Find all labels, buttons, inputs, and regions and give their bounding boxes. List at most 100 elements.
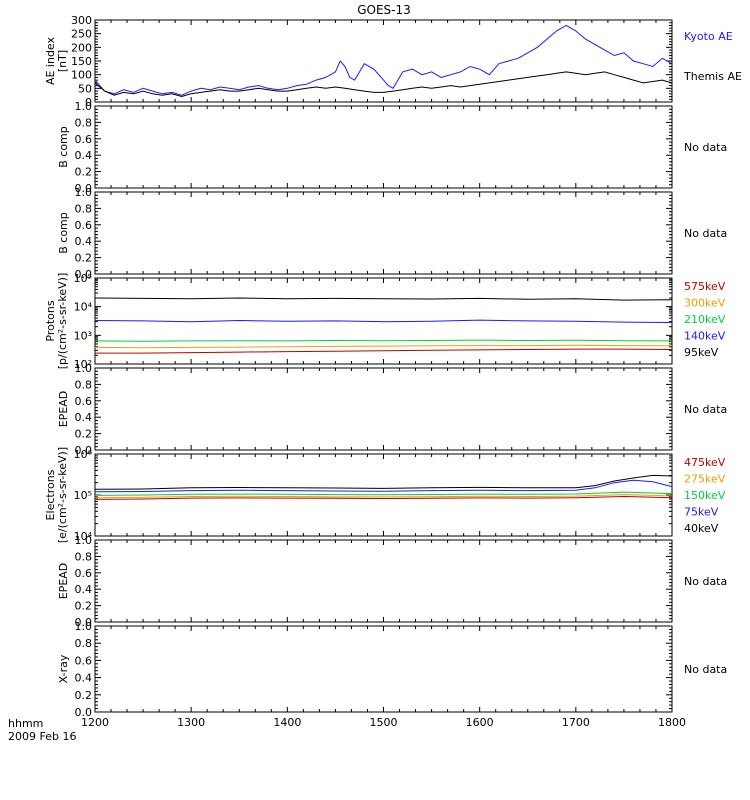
protons-y-tick-label: 10² (74, 358, 92, 371)
ae-side-label: Themis AE (683, 70, 742, 83)
epead2-y-tick-label: 0.2 (75, 600, 93, 613)
ae-y-tick-label: 50 (78, 82, 92, 95)
epead2-side-label: No data (684, 575, 727, 588)
epead2-y-tick-label: 0.4 (75, 583, 93, 596)
ae-y-tick-label: 150 (71, 55, 92, 68)
xray-y-tick-label: 0.0 (75, 706, 93, 719)
electrons-side-label: 475keV (684, 456, 726, 469)
protons-series-140kev (94, 319, 673, 323)
epead2-y-tick-label: 0.8 (75, 550, 93, 563)
electrons-y-axis-label: [e/(cm²-s-sr-keV)] (56, 447, 69, 543)
protons-y-tick-label: 10³ (74, 329, 92, 342)
xray-y-tick-label: 0.6 (75, 654, 93, 667)
electrons-side-label: 75keV (684, 506, 719, 519)
bcomp2-y-axis-label: B comp (57, 212, 70, 254)
ae-y-tick-label: 100 (71, 69, 92, 82)
electrons-y-axis-label: Electrons (44, 469, 57, 520)
protons-y-axis-label: Protons (44, 300, 57, 341)
x-tick-label: 1700 (562, 716, 590, 729)
electrons-side-label: 150keV (684, 489, 726, 502)
bcomp2-side-label: No data (684, 227, 727, 240)
protons-y-tick-label: 10⁵ (74, 272, 92, 285)
protons-series-210kev (94, 339, 673, 342)
xray-y-tick-label: 0.2 (75, 689, 93, 702)
x-tick-label: 1800 (658, 716, 686, 729)
epead1-side-label: No data (684, 403, 727, 416)
xray-side-label: No data (684, 663, 727, 676)
xray-y-tick-label: 0.4 (75, 672, 93, 685)
bcomp1-y-tick-label: 1.0 (75, 100, 93, 113)
bcomp2-y-tick-label: 0.4 (75, 235, 93, 248)
protons-series-300kev (94, 344, 673, 349)
bcomp2-y-tick-label: 0.2 (75, 252, 93, 265)
bcomp1-y-tick-label: 0.4 (75, 149, 93, 162)
ae-y-tick-label: 250 (71, 28, 92, 41)
protons-y-tick-label: 10⁴ (74, 301, 93, 314)
bcomp1-y-tick-label: 0.8 (75, 116, 93, 129)
ae-y-tick-label: 0 (85, 96, 92, 109)
electrons-series-75kev (94, 479, 673, 493)
xray-frame (94, 625, 673, 713)
electrons-side-label: 275keV (684, 473, 726, 486)
ae-y-axis-label: [nT] (56, 50, 69, 72)
epead1-y-tick-label: 1.0 (75, 362, 93, 375)
bcomp1-y-tick-label: 0.2 (75, 166, 93, 179)
electrons-series-150kev (94, 491, 673, 496)
protons-side-label: 210keV (684, 313, 726, 326)
xray-y-tick-label: 0.8 (75, 637, 93, 650)
electrons-series-475kev (94, 495, 673, 500)
protons-side-label: 300keV (684, 297, 726, 310)
bcomp1-y-tick-label: 0.6 (75, 133, 93, 146)
electrons-series-275kev (94, 494, 673, 499)
electrons-side-label: 40keV (684, 522, 719, 535)
electrons-y-tick-label: 10⁶ (74, 448, 93, 461)
x-tick-label: 1600 (466, 716, 494, 729)
bcomp2-y-tick-label: 1.0 (75, 186, 93, 199)
bcomp2-y-tick-label: 0.0 (75, 268, 93, 281)
bcomp1-side-label: No data (684, 141, 727, 154)
x-tick-label: 1500 (370, 716, 398, 729)
protons-side-label: 575keV (684, 280, 726, 293)
electrons-y-tick-label: 10⁴ (74, 530, 93, 543)
bcomp1-frame (94, 105, 673, 189)
xray-y-axis-label: X-ray (57, 654, 70, 683)
electrons-series-40kev (94, 474, 673, 490)
x-tick-label: 1200 (81, 716, 109, 729)
protons-series-575kev (95, 348, 673, 354)
bcomp2-y-tick-label: 0.6 (75, 219, 93, 232)
epead1-y-tick-label: 0.4 (75, 411, 93, 424)
bcomp2-frame (94, 191, 673, 275)
epead2-y-tick-label: 0.0 (75, 616, 93, 629)
electrons-y-tick-label: 10⁵ (74, 489, 92, 502)
ae-y-tick-label: 200 (71, 41, 92, 54)
ae-series-kyoto-ae (94, 24, 673, 96)
x-tick-label: 1400 (273, 716, 301, 729)
x-axis-label: hhmm (8, 717, 43, 730)
plot-title: GOES-13 (357, 3, 411, 17)
protons-side-label: 95keV (684, 346, 719, 359)
ae-y-axis-label: AE index (44, 36, 57, 85)
epead2-y-axis-label: EPEAD (57, 563, 70, 600)
xray-y-tick-label: 1.0 (75, 620, 93, 633)
epead1-y-axis-label: EPEAD (57, 391, 70, 428)
epead1-y-tick-label: 0.6 (75, 395, 93, 408)
epead1-y-tick-label: 0.0 (75, 444, 93, 457)
ae-series-themis-ae (94, 71, 673, 98)
epead2-y-tick-label: 1.0 (75, 534, 93, 547)
x-axis-date: 2009 Feb 16 (8, 730, 76, 743)
epead1-y-tick-label: 0.2 (75, 428, 93, 441)
ae-side-label: Kyoto AE (684, 30, 733, 43)
ae-y-tick-label: 300 (71, 14, 92, 27)
epead2-frame (94, 539, 673, 623)
protons-side-label: 140keV (684, 330, 726, 343)
epead1-y-tick-label: 0.8 (75, 378, 93, 391)
epead2-y-tick-label: 0.6 (75, 567, 93, 580)
x-tick-label: 1300 (177, 716, 205, 729)
ae-frame (94, 19, 673, 103)
bcomp1-y-tick-label: 0.0 (75, 182, 93, 195)
bcomp1-y-axis-label: B comp (57, 126, 70, 168)
protons-series-95kev (94, 297, 673, 301)
protons-y-axis-label: [p/(cm²-s-sr-keV)] (56, 273, 69, 370)
bcomp2-y-tick-label: 0.8 (75, 202, 93, 215)
